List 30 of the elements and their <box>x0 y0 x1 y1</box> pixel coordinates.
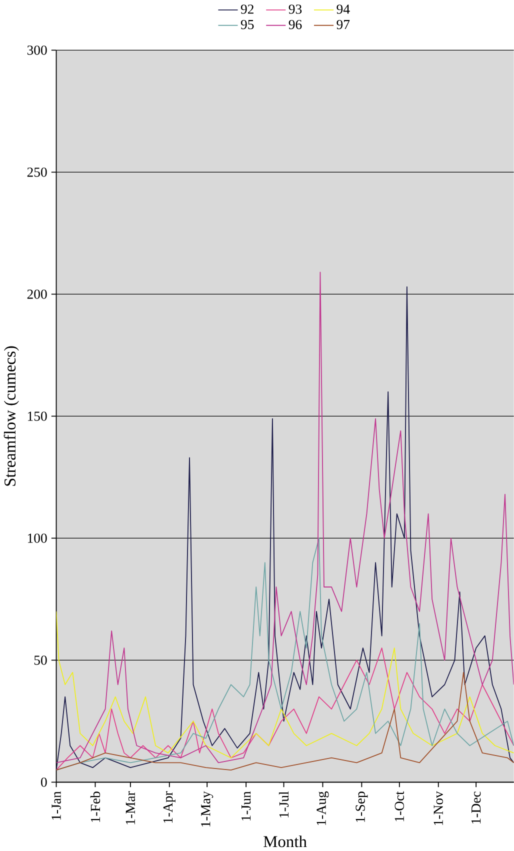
y-tick-label: 50 <box>34 656 47 665</box>
x-tick-label: 1-Dec <box>471 792 481 824</box>
x-tick-label: 1-Jul <box>278 791 288 818</box>
x-tick-label: 1-Nov <box>434 791 443 826</box>
x-tick-label: 1-Apr <box>163 791 176 823</box>
line-series <box>56 610 514 758</box>
legend-label: 93 <box>288 4 302 14</box>
line-series <box>56 672 514 770</box>
x-tick-label: 1-Aug <box>316 791 329 826</box>
legend-label: 94 <box>336 4 350 14</box>
x-tick-label: 1-Oct <box>394 791 404 822</box>
x-tick-label: 1-Sep <box>356 792 368 822</box>
line-series <box>56 648 514 770</box>
x-tick-label: 1-Jan <box>52 791 61 820</box>
x-tick-label: 1-Jun <box>241 791 251 820</box>
y-tick-label: 100 <box>28 534 47 543</box>
legend-label: 95 <box>240 20 254 30</box>
x-axis-title: Month <box>263 836 307 848</box>
y-tick-label: 200 <box>27 290 47 299</box>
x-tick-label: 1-May <box>200 791 214 827</box>
y-tick-label: 250 <box>27 168 47 177</box>
legend-label: 96 <box>288 20 302 30</box>
y-tick-label: 300 <box>27 46 47 55</box>
y-tick-label: 150 <box>28 412 47 421</box>
legend-label: 97 <box>336 20 350 30</box>
legend-label: 92 <box>240 4 254 14</box>
x-tick-label: 1-Feb <box>90 792 100 822</box>
x-tick-label: 1-Mar <box>126 791 135 824</box>
y-axis-title: Streamflow (cumecs) <box>4 346 19 486</box>
y-tick-label: 0 <box>40 778 47 787</box>
